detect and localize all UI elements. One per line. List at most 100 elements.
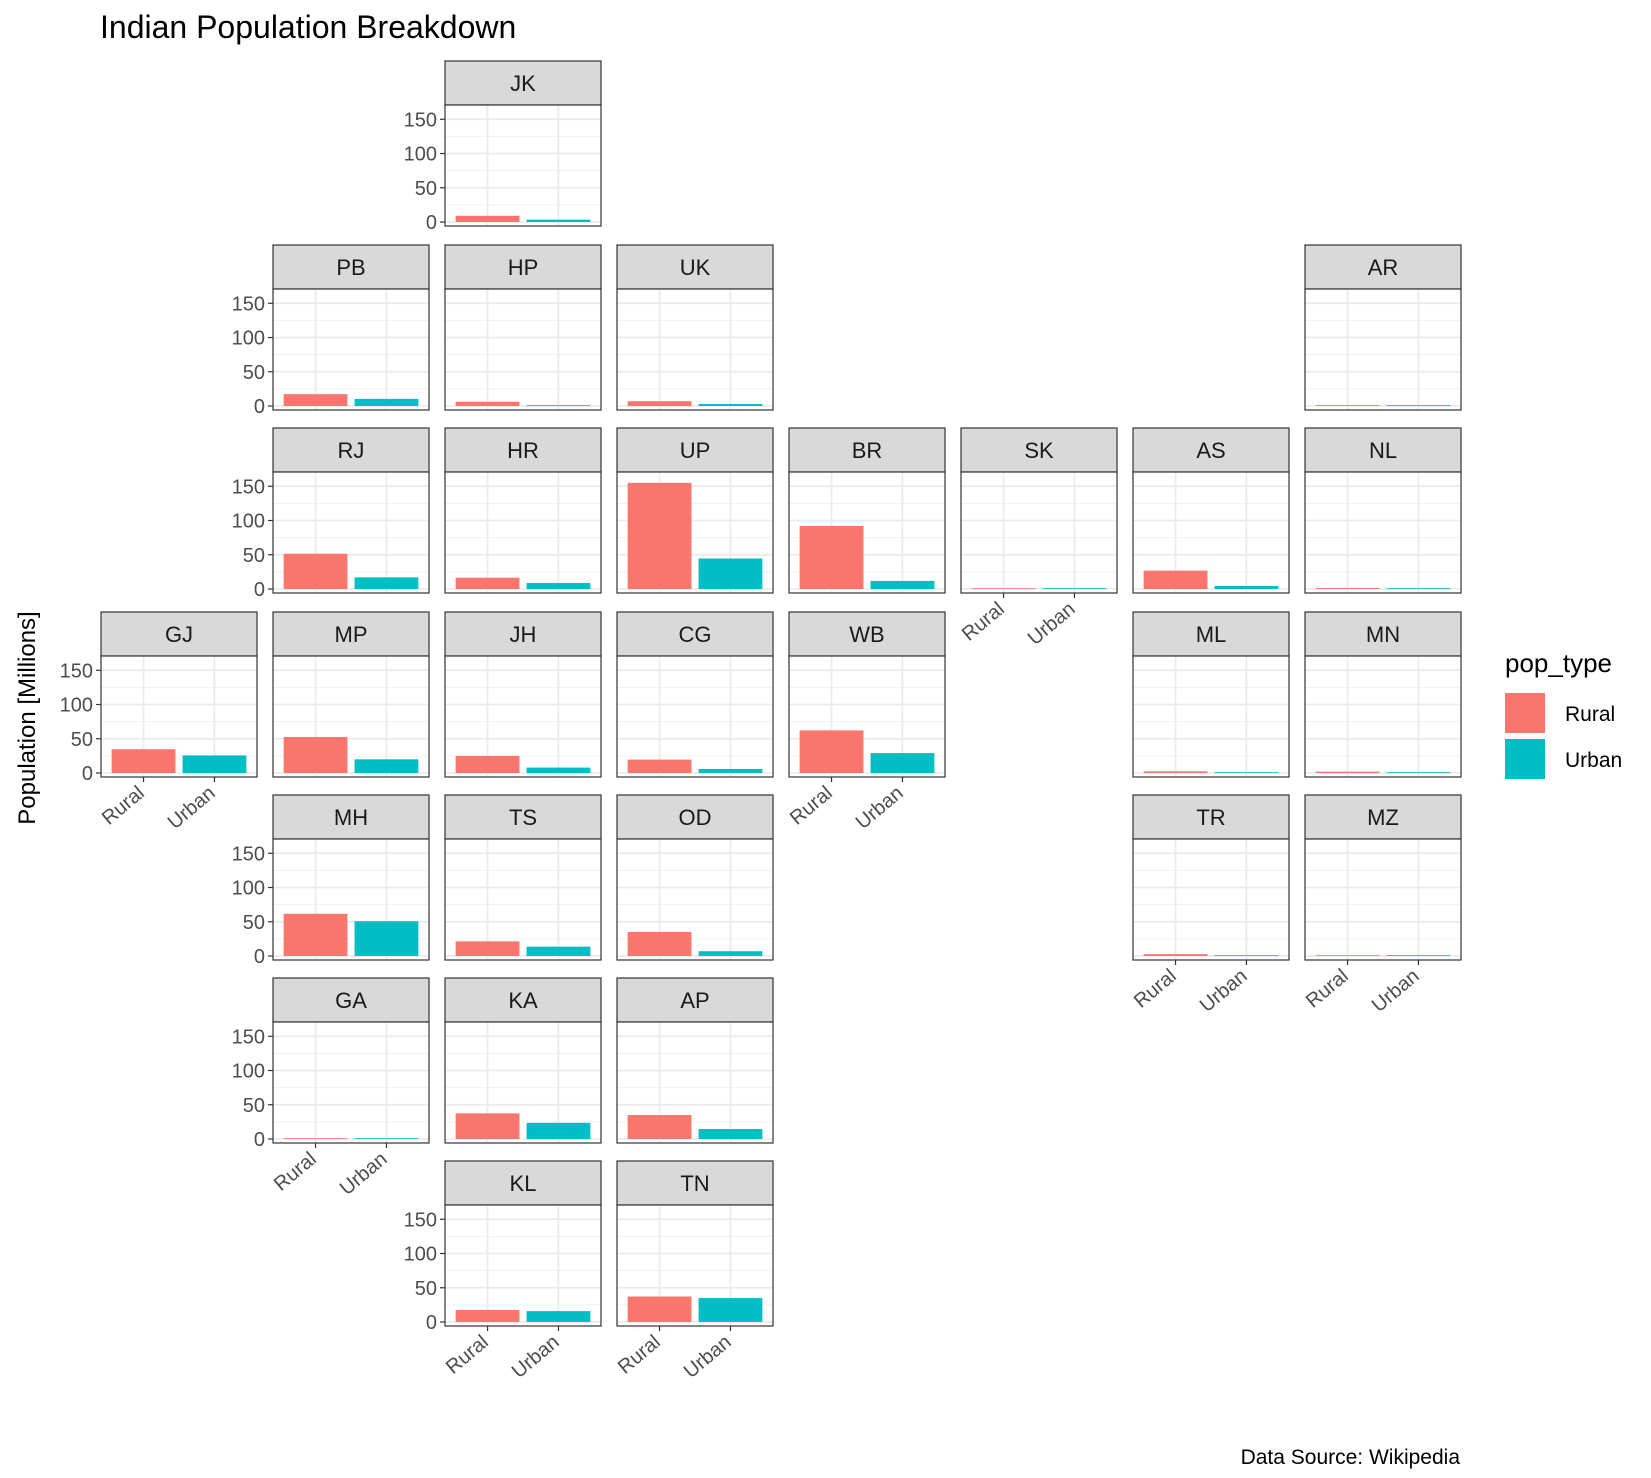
facet-br: BR [788,427,946,594]
y-tick-label: 50 [243,1095,265,1117]
facet-strip [272,427,430,473]
bar-br-rural [799,525,864,589]
bar-cg-urban [698,768,763,773]
facet-strip-label: AP [680,988,709,1013]
bar-ts-urban [526,946,591,956]
panel-border [960,471,1118,594]
panel-background [617,656,773,777]
panel-background [1133,656,1289,777]
bar-as-rural [1143,570,1208,589]
bar-od-urban [698,951,763,956]
facet-jk: JK 0 50 100 150 [404,60,602,234]
x-tick-label: Urban [508,1331,564,1383]
facet-strip [1304,794,1462,840]
panel-background [445,1205,601,1326]
facet-strip-label: CG [679,622,712,647]
facet-mn: MN [1304,611,1462,778]
facet-strip [1304,611,1462,657]
y-tick-label: 0 [254,396,265,418]
panel-border [444,1204,602,1327]
bar-tr-rural [1143,954,1208,956]
y-tick-label: 50 [243,362,265,384]
bar-tr-urban [1214,955,1279,956]
facet-uk: UK [616,244,774,411]
legend-key-urban [1505,739,1545,779]
facet-pb: PB 0 50 100 150 [232,244,430,418]
y-tick-label: 100 [232,511,265,533]
panel-background [445,472,601,593]
bar-ml-urban [1214,772,1279,773]
bar-gj-urban [182,755,247,773]
y-tick-label: 100 [232,1061,265,1083]
chart-title: Indian Population Breakdown [100,9,516,45]
facet-strip-label: SK [1024,438,1054,463]
panel-background [445,839,601,960]
panel-border [444,288,602,411]
bar-jk-urban [526,219,591,222]
panel-border [616,655,774,778]
facet-cg: CG [616,611,774,778]
panel-background [445,289,601,410]
panel-border [616,1021,774,1144]
facet-strip-label: MN [1366,622,1400,647]
bar-ml-rural [1143,771,1208,773]
facet-strip [616,794,774,840]
facet-strip-label: UK [680,255,711,280]
facet-strip [272,977,430,1023]
y-tick-label: 100 [232,328,265,350]
facet-strip-label: AR [1368,255,1399,280]
y-tick-label: 100 [60,695,93,717]
facet-strip-label: JH [510,622,537,647]
panel-border [444,1021,602,1144]
facet-strip [444,427,602,473]
bar-gj-rural [111,749,176,773]
x-tick-label: Urban [1368,965,1424,1017]
y-tick-label: 150 [232,843,265,865]
y-tick-label: 150 [232,293,265,315]
facet-strip-label: WB [849,622,884,647]
bar-mp-rural [283,736,348,773]
facet-strip [444,611,602,657]
facet-ts: TS [444,794,602,961]
y-tick-label: 150 [60,660,93,682]
panel-border [1304,655,1462,778]
y-tick-label: 0 [82,763,93,785]
panel-background [1133,839,1289,960]
facet-ga: GA 0 50 100 150 Rural Urban [232,977,430,1200]
panel-border [1304,838,1462,961]
panel-border [1132,471,1290,594]
facet-strip-label: GA [335,988,367,1013]
panel-background [1305,472,1461,593]
facet-strip-label: TR [1196,805,1225,830]
facet-strip-label: ML [1196,622,1227,647]
panel-border [1304,288,1462,411]
facet-up: UP [616,427,774,594]
y-tick-label: 50 [71,729,93,751]
facet-strip [1132,427,1290,473]
bar-sk-urban [1042,588,1107,589]
facet-strip [444,60,602,106]
panel-border [272,655,430,778]
facet-strip-label: PB [336,255,365,280]
x-tick-label: Rural [958,598,1009,646]
facet-strip-label: GJ [165,622,193,647]
bar-hr-rural [455,577,520,589]
bar-pb-urban [354,398,419,406]
legend-label-rural: Rural [1565,703,1615,726]
facet-jh: JH [444,611,602,778]
bar-od-rural [627,932,692,956]
panel-background [273,289,429,410]
x-tick-label: Rural [1302,965,1353,1013]
bar-tn-urban [698,1298,763,1322]
facet-strip [272,794,430,840]
facet-strip-label: NL [1369,438,1397,463]
bar-tn-rural [627,1296,692,1322]
panel-border [1304,471,1462,594]
bar-kl-rural [455,1310,520,1322]
bar-hr-urban [526,582,591,589]
facet-strip [444,977,602,1023]
bar-ap-urban [698,1129,763,1139]
bar-ka-urban [526,1122,591,1139]
x-tick-label: Urban [680,1331,736,1383]
y-tick-label: 150 [232,1026,265,1048]
